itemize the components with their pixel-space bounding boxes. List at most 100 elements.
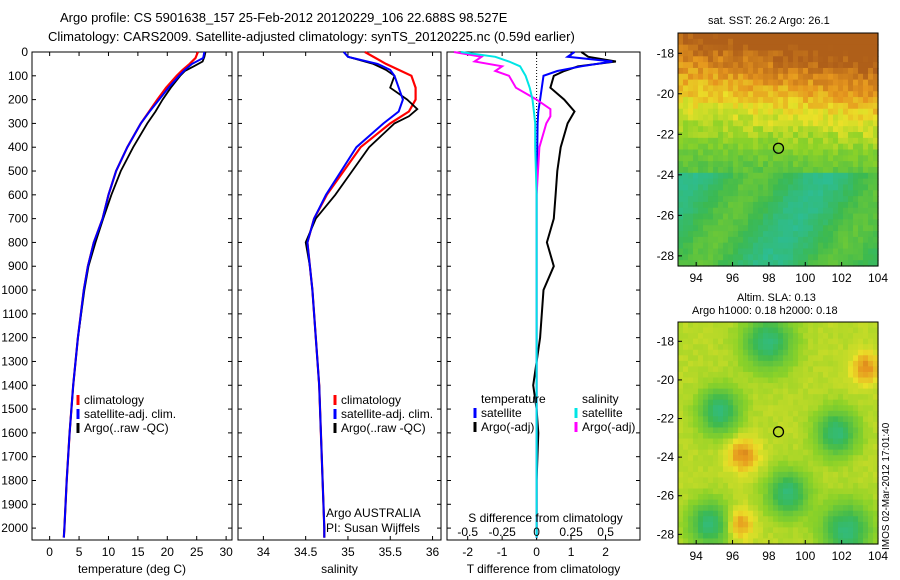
map-cell bbox=[718, 527, 724, 534]
map-cell bbox=[843, 532, 849, 540]
map-cell bbox=[838, 166, 844, 174]
map-cell bbox=[713, 449, 719, 456]
map-cell bbox=[823, 383, 829, 390]
map-cell bbox=[688, 416, 694, 423]
map-cell bbox=[778, 488, 784, 495]
map-cell bbox=[788, 91, 794, 98]
map-cell bbox=[728, 248, 734, 255]
map-cell bbox=[693, 427, 699, 434]
map-cell bbox=[738, 184, 744, 191]
map-cell bbox=[858, 383, 864, 390]
map-cell bbox=[808, 207, 814, 215]
map-cell bbox=[758, 67, 764, 75]
map-cell bbox=[693, 50, 699, 57]
map-cell bbox=[823, 333, 829, 340]
map-cell bbox=[798, 532, 804, 540]
map-cell bbox=[793, 38, 799, 46]
map-cell bbox=[828, 482, 834, 490]
map-cell bbox=[703, 505, 709, 512]
map-cell bbox=[823, 521, 829, 528]
map-cell bbox=[798, 371, 804, 379]
y-tick-label: 1400 bbox=[1, 378, 28, 392]
map-cell bbox=[743, 190, 749, 197]
map-cell bbox=[833, 231, 839, 238]
map-cell bbox=[763, 97, 769, 104]
map-cell bbox=[788, 190, 794, 197]
map-cell bbox=[803, 236, 809, 244]
map-cell bbox=[763, 196, 769, 203]
map-cell bbox=[678, 231, 684, 238]
map-cell bbox=[818, 33, 824, 40]
map-cell bbox=[798, 471, 804, 478]
map-cell bbox=[858, 149, 864, 156]
map-cell bbox=[788, 494, 794, 501]
map-cell bbox=[723, 248, 729, 255]
map-cell bbox=[818, 327, 824, 334]
map-cell bbox=[748, 505, 754, 512]
legend-entry: Argo(-adj) bbox=[582, 420, 635, 434]
map-cell bbox=[778, 349, 784, 356]
map-cell bbox=[748, 444, 754, 451]
map-cell bbox=[833, 62, 839, 69]
map-cell bbox=[693, 44, 699, 52]
map-cell bbox=[733, 207, 739, 215]
map-cell bbox=[688, 236, 694, 244]
map-cell bbox=[858, 79, 864, 87]
map-cell bbox=[863, 172, 869, 180]
map-cell bbox=[718, 444, 724, 451]
map-cell bbox=[848, 444, 854, 451]
map-cell bbox=[688, 120, 694, 127]
map-cell bbox=[793, 360, 799, 367]
map-cell bbox=[693, 405, 699, 412]
map-cell bbox=[728, 471, 734, 478]
map-cell bbox=[873, 349, 879, 356]
chart-title-line2: Climatology: CARS2009. Satellite-adjuste… bbox=[48, 29, 575, 44]
map-cell bbox=[763, 44, 769, 52]
map-cell bbox=[678, 405, 684, 412]
map-cell bbox=[693, 516, 699, 523]
map-cell bbox=[718, 201, 724, 209]
map-cell bbox=[873, 421, 879, 429]
map-cell bbox=[793, 516, 799, 523]
map-cell bbox=[723, 201, 729, 209]
map-cell bbox=[853, 322, 859, 329]
map-cell bbox=[753, 114, 759, 121]
map-cell bbox=[683, 50, 689, 57]
map-cell bbox=[843, 477, 849, 484]
map-cell bbox=[858, 532, 864, 540]
map-cell bbox=[708, 201, 714, 209]
map-cell bbox=[848, 477, 854, 484]
map-cell bbox=[823, 455, 829, 462]
map-cell bbox=[803, 366, 809, 373]
map-cell bbox=[778, 56, 784, 63]
map-cell bbox=[738, 333, 744, 340]
map-cell bbox=[763, 172, 769, 180]
map-cell bbox=[783, 449, 789, 456]
map-cell bbox=[833, 344, 839, 351]
map-cell bbox=[738, 166, 744, 174]
map-cell bbox=[803, 225, 809, 232]
map-cell bbox=[708, 322, 714, 329]
map-cell bbox=[688, 219, 694, 226]
map-cell bbox=[828, 166, 834, 174]
map-cell bbox=[733, 527, 739, 534]
map-cell bbox=[683, 527, 689, 534]
map-cell bbox=[723, 444, 729, 451]
map-cell bbox=[838, 50, 844, 57]
map-cell bbox=[798, 120, 804, 127]
map-cell bbox=[768, 236, 774, 244]
map-cell bbox=[703, 355, 709, 362]
map-cell bbox=[703, 377, 709, 384]
map-cell bbox=[873, 394, 879, 401]
map-cell bbox=[693, 527, 699, 534]
map-cell bbox=[728, 338, 734, 345]
map-cell bbox=[733, 488, 739, 495]
map-cell bbox=[683, 207, 689, 215]
map-cell bbox=[718, 371, 724, 379]
map-cell bbox=[828, 67, 834, 75]
map-cell bbox=[778, 505, 784, 512]
x-tick-label: 20 bbox=[161, 545, 175, 559]
map-cell bbox=[708, 33, 714, 40]
map-sst_map bbox=[678, 33, 879, 267]
map-cell bbox=[803, 207, 809, 215]
